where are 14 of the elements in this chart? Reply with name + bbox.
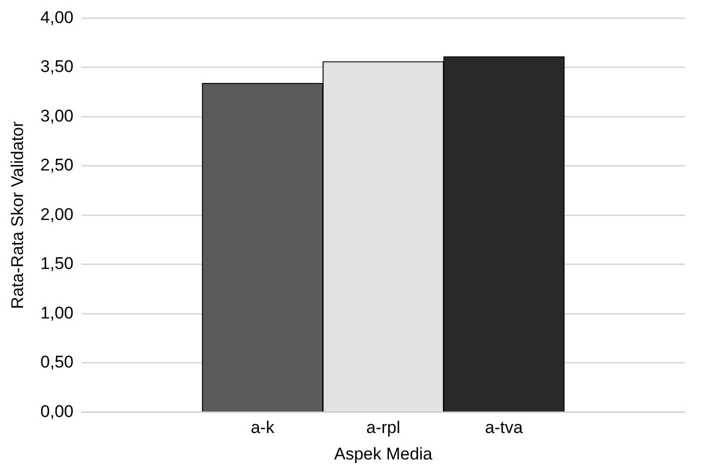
y-tick-label: 1,50: [40, 254, 74, 274]
y-tick-label: 2,50: [40, 156, 74, 175]
x-tick-label: a-k: [250, 418, 275, 438]
y-tick-label: 3,00: [40, 106, 74, 126]
y-axis-title: Rata-Rata Skor Validator: [8, 121, 27, 310]
y-tick-label: 1,00: [40, 303, 74, 322]
x-tick-label: a-rpl: [366, 418, 400, 438]
x-tick-label: a-tva: [485, 418, 524, 438]
y-tick-label: 3,50: [40, 57, 74, 76]
y-tick-label: 4,00: [40, 8, 74, 27]
y-tick-label: 0,50: [40, 352, 74, 372]
y-tick-label: 2,00: [40, 204, 74, 224]
y-tick-label: 0,00: [40, 402, 74, 421]
x-axis-title: Aspek Media: [334, 444, 433, 464]
